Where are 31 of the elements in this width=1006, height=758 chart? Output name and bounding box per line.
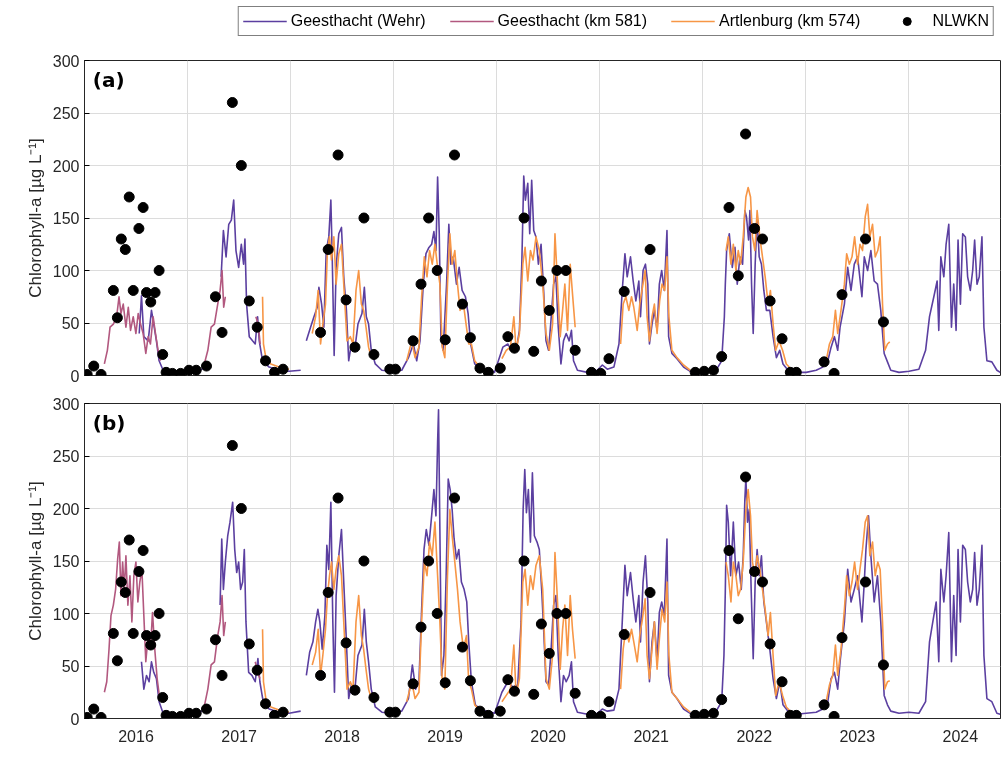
legend-label: Artlenburg (km 574): [719, 12, 861, 30]
legend-label: Geesthacht (km 581): [497, 12, 648, 30]
x-tick-label: 2022: [736, 727, 773, 745]
x-tick-label: 2021: [633, 727, 670, 745]
x-tick-label: 2020: [530, 727, 567, 745]
y-tick-label: 150: [52, 553, 80, 570]
y-tick-label: 100: [52, 262, 80, 280]
y-axis-title: Chlorophyll-a [µg L⁻¹]: [25, 481, 45, 641]
y-tick-label: 250: [52, 448, 80, 465]
x-tick-label: 2018: [324, 727, 360, 745]
y-tick-label: 0: [70, 710, 80, 728]
y-axis-title: Chlorophyll-a [µg L⁻¹]: [25, 138, 45, 298]
y-tick-label: 50: [61, 315, 80, 332]
y-tick-label: 300: [52, 395, 80, 413]
x-tick-label: 2024: [942, 727, 979, 745]
legend-label: Geesthacht (Wehr): [290, 12, 426, 30]
x-tick-label: 2016: [118, 727, 154, 745]
y-tick-label: 50: [61, 658, 80, 675]
x-tick-label: 2023: [839, 727, 876, 745]
y-tick-label: 200: [52, 500, 80, 518]
y-tick-label: 200: [52, 157, 80, 175]
y-tick-label: 150: [52, 210, 80, 227]
y-tick-label: 0: [70, 367, 80, 385]
y-tick-label: 250: [52, 105, 80, 122]
y-tick-label: 100: [52, 605, 80, 623]
annotation: (a): [92, 68, 125, 92]
x-tick-label: 2019: [427, 727, 464, 745]
y-tick-label: 300: [52, 52, 80, 70]
annotation: (b): [92, 411, 126, 435]
legend-label: NLWKN: [932, 12, 989, 30]
x-tick-label: 2017: [221, 727, 257, 745]
